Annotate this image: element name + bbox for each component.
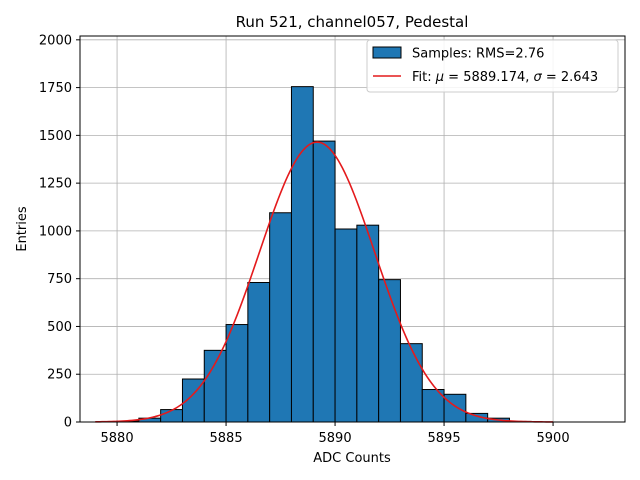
y-tick-label-1: 250 — [47, 368, 72, 383]
y-axis-title: Entries — [15, 206, 30, 252]
y-tick-label-2: 500 — [47, 320, 72, 335]
legend-samples-patch — [372, 46, 402, 59]
histogram-bar-10 — [334, 228, 358, 423]
histogram-bar-7 — [269, 212, 292, 423]
x-axis-title: ADC Counts — [313, 451, 391, 466]
histogram-bar-5 — [225, 324, 249, 423]
x-tick-label-2: 5890 — [319, 431, 352, 446]
histogram-bar-8 — [290, 86, 314, 423]
legend-box — [366, 39, 619, 93]
y-tick-label-5: 1250 — [39, 177, 72, 192]
histogram-bar-6 — [247, 282, 271, 423]
legend-fit-label: Fit: μ = 5889.174, σ = 2.643 — [412, 70, 598, 85]
histogram-bars — [116, 86, 532, 423]
plot-frame — [79, 35, 626, 423]
y-tick-label-7: 1750 — [39, 81, 72, 96]
y-tick-label-8: 2000 — [39, 33, 72, 48]
histogram-bar-15 — [443, 393, 467, 423]
y-tick-label-3: 750 — [47, 272, 72, 287]
histogram-bar-12 — [378, 279, 401, 423]
y-tick-label-6: 1500 — [39, 129, 72, 144]
chart-title: Run 521, channel057, Pedestal — [236, 13, 469, 31]
legend-samples-label: Samples: RMS=2.76 — [412, 47, 544, 62]
histogram-bar-13 — [399, 343, 423, 423]
x-tick-label-0: 5880 — [101, 431, 134, 446]
x-tick-label-4: 5900 — [537, 431, 570, 446]
x-axis-ticks: 5880 5885 5890 5895 5900 — [101, 422, 570, 446]
legend: Samples: RMS=2.76 Fit: μ = 5889.174, σ =… — [366, 39, 619, 93]
fit-curve — [95, 141, 554, 423]
y-axis-ticks: 0 250 500 750 1000 1250 1500 1750 2000 — [39, 33, 80, 431]
histogram-bar-9 — [312, 140, 336, 423]
histogram-bar-2 — [160, 409, 183, 423]
y-tick-label-0: 0 — [64, 416, 72, 431]
y-tick-label-4: 1000 — [39, 224, 72, 239]
histogram-bar-4 — [203, 349, 227, 423]
x-tick-label-1: 5885 — [210, 431, 243, 446]
x-tick-label-3: 5895 — [428, 431, 461, 446]
